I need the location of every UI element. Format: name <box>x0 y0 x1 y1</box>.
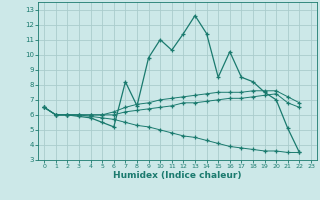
X-axis label: Humidex (Indice chaleur): Humidex (Indice chaleur) <box>113 171 242 180</box>
